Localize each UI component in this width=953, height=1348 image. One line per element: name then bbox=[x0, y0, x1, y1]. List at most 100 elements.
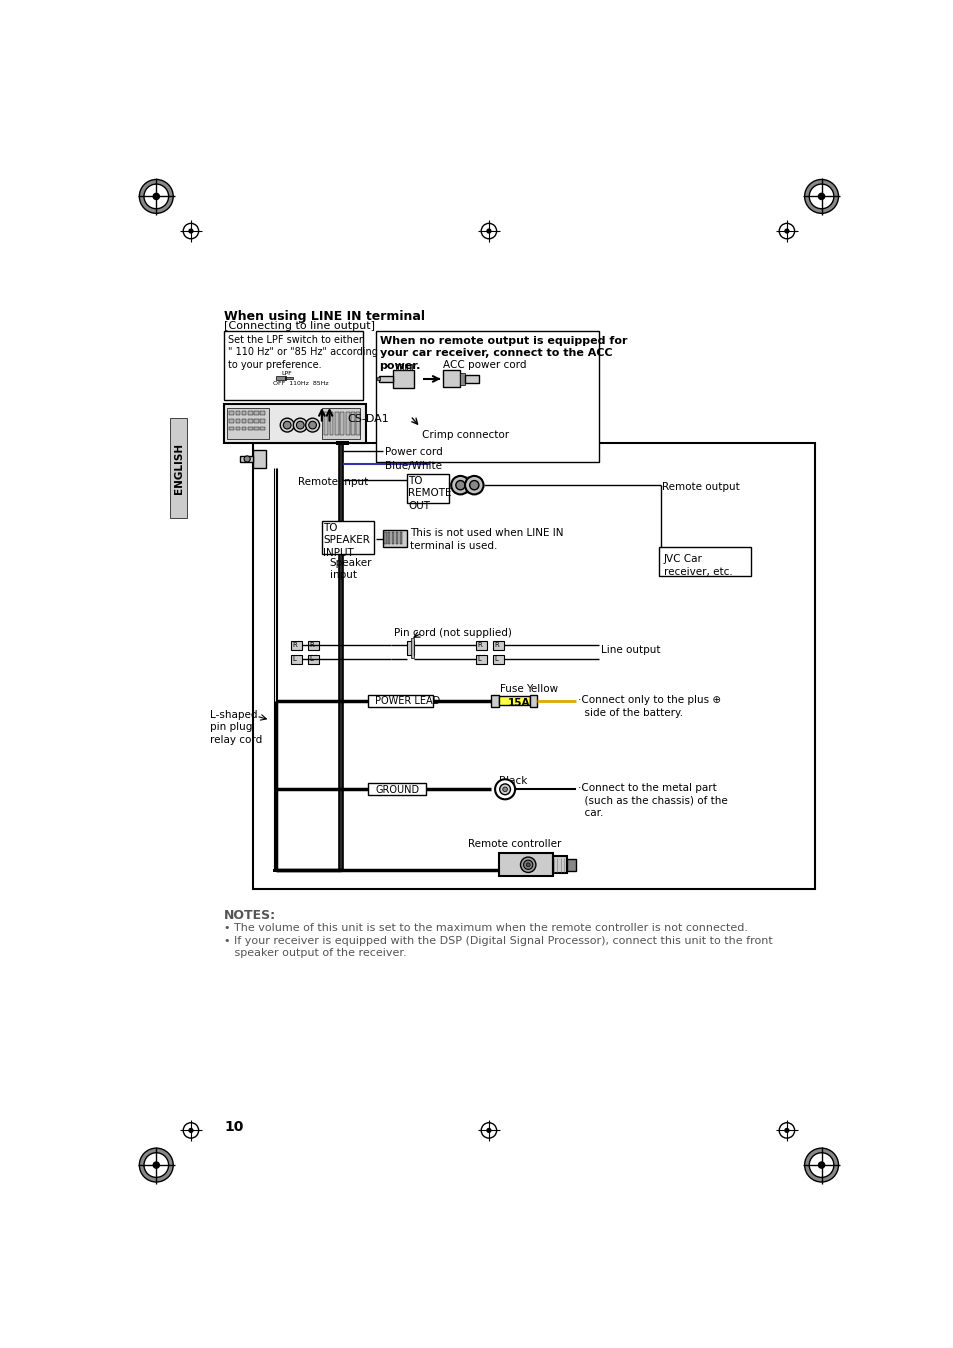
Bar bbox=[476, 640, 486, 650]
Bar bbox=[336, 441, 349, 445]
Text: This is not used when LINE IN
terminal is used.: This is not used when LINE IN terminal i… bbox=[410, 528, 563, 551]
Bar bbox=[406, 473, 449, 503]
Bar bbox=[229, 411, 233, 415]
Circle shape bbox=[469, 480, 478, 489]
Bar bbox=[229, 426, 233, 430]
Bar bbox=[170, 418, 187, 518]
Circle shape bbox=[526, 863, 530, 867]
Circle shape bbox=[305, 418, 319, 431]
Circle shape bbox=[818, 1162, 823, 1169]
Text: Set the LPF switch to either
" 110 Hz" or "85 Hz" according
to your preference.: Set the LPF switch to either " 110 Hz" o… bbox=[228, 336, 377, 369]
Bar bbox=[227, 408, 269, 439]
Bar bbox=[529, 694, 537, 706]
Bar bbox=[491, 694, 498, 706]
Circle shape bbox=[502, 787, 507, 791]
Bar bbox=[235, 426, 240, 430]
Bar bbox=[411, 638, 414, 658]
Text: ·Connect to the metal part
  (such as the chassis) of the
  car.: ·Connect to the metal part (such as the … bbox=[578, 783, 727, 818]
Text: LPF: LPF bbox=[281, 371, 292, 376]
Text: Black: Black bbox=[498, 776, 527, 786]
Bar bbox=[275, 376, 285, 380]
Circle shape bbox=[139, 179, 173, 213]
Bar bbox=[229, 419, 233, 423]
Text: L: L bbox=[476, 656, 480, 662]
Circle shape bbox=[480, 224, 497, 239]
Bar bbox=[253, 426, 258, 430]
Text: L: L bbox=[293, 656, 296, 662]
Circle shape bbox=[486, 229, 491, 233]
Text: L: L bbox=[494, 656, 497, 662]
Circle shape bbox=[784, 229, 788, 233]
Circle shape bbox=[189, 1128, 193, 1132]
Bar bbox=[393, 369, 414, 388]
Text: Fuse: Fuse bbox=[500, 683, 524, 694]
Text: Blue/White: Blue/White bbox=[385, 461, 441, 470]
Bar bbox=[460, 476, 474, 495]
Bar bbox=[498, 853, 552, 876]
Text: Power cord: Power cord bbox=[385, 448, 442, 457]
Bar bbox=[375, 332, 598, 462]
Text: 10: 10 bbox=[224, 1120, 243, 1135]
Bar bbox=[260, 411, 265, 415]
Circle shape bbox=[779, 1123, 794, 1138]
Bar bbox=[395, 364, 397, 371]
Bar bbox=[498, 696, 529, 705]
Bar bbox=[285, 376, 286, 380]
Circle shape bbox=[818, 193, 823, 200]
Bar bbox=[368, 783, 425, 795]
Text: GROUND: GROUND bbox=[375, 786, 419, 795]
Bar bbox=[493, 640, 503, 650]
Bar bbox=[395, 532, 397, 545]
Text: Speaker
input: Speaker input bbox=[329, 558, 372, 580]
Circle shape bbox=[139, 1148, 173, 1182]
Circle shape bbox=[189, 229, 193, 233]
Bar bbox=[406, 640, 414, 655]
Bar bbox=[308, 655, 318, 663]
Circle shape bbox=[520, 857, 536, 872]
Bar bbox=[248, 426, 253, 430]
Circle shape bbox=[480, 1123, 497, 1138]
Bar bbox=[291, 655, 301, 663]
Circle shape bbox=[808, 1153, 833, 1177]
Circle shape bbox=[499, 785, 510, 795]
Bar bbox=[241, 426, 246, 430]
Circle shape bbox=[456, 480, 464, 489]
Bar bbox=[248, 419, 253, 423]
Text: TO
REMOTE
OUT: TO REMOTE OUT bbox=[408, 476, 451, 511]
Bar bbox=[329, 412, 333, 435]
Text: When using LINE IN terminal: When using LINE IN terminal bbox=[224, 310, 425, 324]
Bar bbox=[253, 419, 258, 423]
Circle shape bbox=[183, 224, 198, 239]
Bar bbox=[340, 412, 344, 435]
Text: ENGLISH: ENGLISH bbox=[173, 442, 183, 493]
Bar bbox=[321, 520, 374, 554]
Circle shape bbox=[283, 421, 291, 429]
Bar bbox=[383, 530, 406, 547]
Bar bbox=[235, 411, 240, 415]
Bar bbox=[273, 868, 281, 872]
Circle shape bbox=[153, 193, 159, 200]
Bar bbox=[356, 412, 360, 435]
Bar bbox=[308, 640, 318, 650]
Bar bbox=[400, 364, 402, 371]
Bar bbox=[443, 371, 460, 387]
Text: Remote input: Remote input bbox=[297, 477, 368, 487]
Text: OFF  110Hz  85Hz: OFF 110Hz 85Hz bbox=[274, 381, 329, 387]
Text: R: R bbox=[293, 642, 297, 648]
Bar bbox=[335, 412, 338, 435]
Text: TO
SPEAKER
INPUT: TO SPEAKER INPUT bbox=[323, 523, 370, 558]
Circle shape bbox=[451, 476, 469, 495]
Text: L-shaped
pin plug
relay cord: L-shaped pin plug relay cord bbox=[210, 710, 262, 745]
Circle shape bbox=[486, 1128, 491, 1132]
Circle shape bbox=[153, 1162, 159, 1169]
Bar bbox=[260, 419, 265, 423]
Circle shape bbox=[523, 860, 533, 869]
Text: Line output: Line output bbox=[600, 646, 659, 655]
Bar bbox=[253, 450, 266, 468]
Circle shape bbox=[784, 1128, 788, 1132]
Text: R: R bbox=[476, 642, 481, 648]
Bar bbox=[291, 640, 301, 650]
Bar bbox=[248, 411, 253, 415]
Bar bbox=[345, 412, 349, 435]
Circle shape bbox=[144, 185, 169, 209]
